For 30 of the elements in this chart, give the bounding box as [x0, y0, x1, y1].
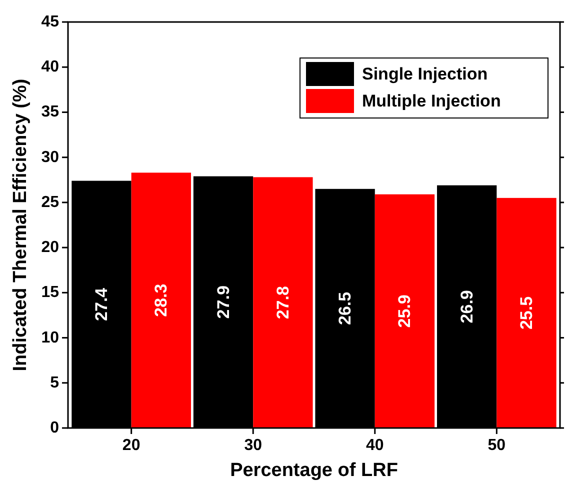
legend-label: Single Injection — [362, 64, 488, 84]
y-tick-label: 0 — [50, 420, 60, 436]
data-label: 26.9 — [457, 290, 476, 324]
y-tick-label: 45 — [41, 14, 60, 30]
bar — [496, 198, 556, 428]
data-label: 25.5 — [517, 296, 536, 330]
x-tick-label: 20 — [122, 437, 140, 454]
x-tick-label: 40 — [366, 437, 384, 454]
y-tick-label: 40 — [41, 58, 60, 76]
y-tick-label: 30 — [41, 148, 60, 166]
bar — [253, 177, 313, 428]
data-label: 26.5 — [336, 292, 355, 325]
y-tick-label: 20 — [41, 239, 60, 256]
bar — [374, 194, 435, 428]
y-tick-label: 10 — [41, 329, 60, 346]
x-tick-label: 50 — [488, 437, 506, 454]
legend-label: Multiple Injection — [362, 92, 501, 110]
x-axis-title: Percentage of LRF — [230, 460, 398, 481]
data-label: 25.9 — [395, 294, 414, 328]
y-tick-label: 35 — [41, 104, 60, 121]
y-tick-label: 15 — [41, 284, 60, 302]
data-label: 27.8 — [273, 286, 292, 320]
data-label: 27.9 — [214, 286, 233, 319]
data-label: 27.4 — [92, 287, 111, 321]
y-tick-label: 5 — [50, 374, 60, 392]
bar — [131, 172, 191, 428]
x-tick-label: 30 — [244, 437, 262, 454]
data-label: 28.3 — [152, 284, 171, 317]
y-axis-title: Indicated Thermal Efficiency (%) — [10, 78, 31, 372]
y-tick-label: 25 — [41, 194, 60, 211]
